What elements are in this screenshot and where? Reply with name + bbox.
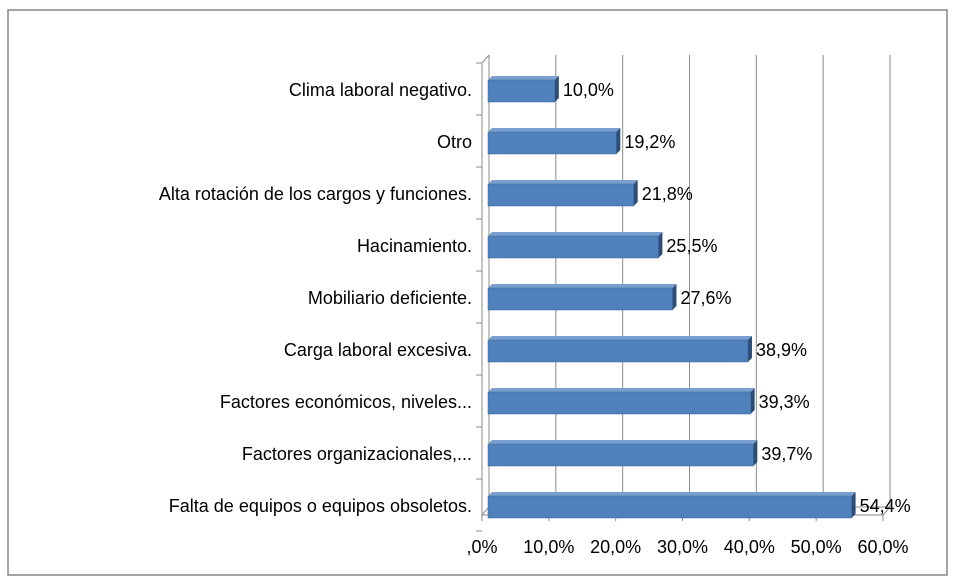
bar-side (750, 388, 755, 414)
bar-top (488, 232, 663, 236)
value-label: 21,8% (642, 184, 693, 204)
bar-top (488, 284, 677, 288)
tick-mark (882, 506, 891, 516)
value-label: 27,6% (680, 288, 731, 308)
y-tick-label: Clima laboral negativo. (289, 80, 472, 100)
bar (487, 183, 634, 207)
bar (487, 339, 749, 363)
y-tick-label: Factores organizacionales,... (242, 444, 472, 464)
bar-top (488, 128, 621, 132)
bar-top (488, 492, 856, 496)
y-tick-label: Factores económicos, niveles... (220, 392, 472, 412)
bar (487, 131, 617, 155)
y-tick-label: Alta rotación de los cargos y funciones. (159, 184, 472, 204)
bar-side (633, 180, 638, 206)
x-tick-label: 40,0% (724, 537, 775, 557)
x-tick-label: ,0% (466, 537, 497, 557)
value-label: 54,4% (860, 496, 911, 516)
bar-side (554, 76, 559, 102)
y-tick-label: Mobiliario deficiente. (308, 288, 472, 308)
bar-side (616, 128, 621, 154)
y-tick-label: Falta de equipos o equipos obsoletos. (169, 496, 472, 516)
bar (487, 391, 751, 415)
value-label: 38,9% (756, 340, 807, 360)
y-tick-label: Hacinamiento. (357, 236, 472, 256)
x-tick-label: 20,0% (590, 537, 641, 557)
value-label: 10,0% (563, 80, 614, 100)
bar-top (488, 336, 752, 340)
bar-side (851, 492, 856, 518)
bar-side (747, 336, 752, 362)
y-tick-label: Carga laboral excesiva. (284, 340, 472, 360)
value-label: 19,2% (624, 132, 675, 152)
bar-side (753, 440, 758, 466)
y-tick-label: Otro (437, 132, 472, 152)
value-label: 25,5% (666, 236, 717, 256)
value-label: 39,7% (761, 444, 812, 464)
x-tick-label: 30,0% (657, 537, 708, 557)
bar (487, 287, 673, 311)
axis-wall (481, 54, 490, 64)
bar-top (488, 180, 638, 184)
bar-top (488, 440, 758, 444)
value-label: 39,3% (759, 392, 810, 412)
x-tick-label: 60,0% (857, 537, 908, 557)
bar-top (488, 388, 755, 392)
bar (487, 495, 852, 519)
bar (487, 79, 556, 103)
bar-top (488, 76, 559, 80)
x-tick-label: 10,0% (523, 537, 574, 557)
chart-frame (7, 9, 948, 576)
bar (487, 443, 754, 467)
bar-side (672, 284, 677, 310)
bar-side (658, 232, 663, 258)
bar (487, 235, 659, 259)
x-tick-label: 50,0% (791, 537, 842, 557)
